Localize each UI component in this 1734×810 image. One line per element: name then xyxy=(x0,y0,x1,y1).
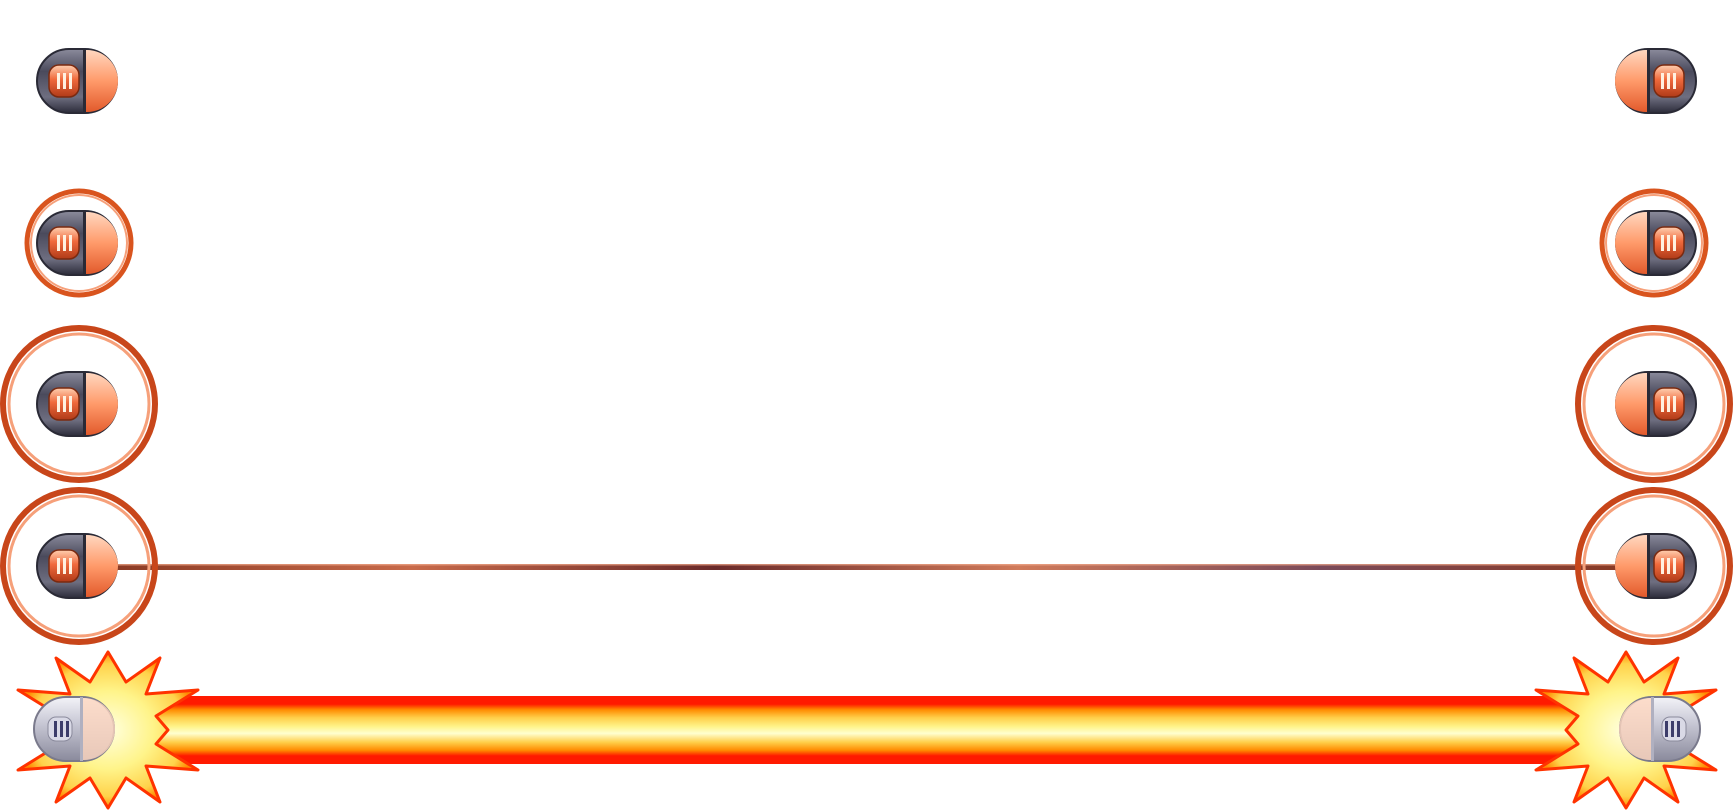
full-laser-beam xyxy=(150,696,1584,764)
emitter-right-charge-2 xyxy=(1575,325,1733,483)
frame-charge-2 xyxy=(0,325,1733,483)
charge-ring-right-3 xyxy=(1575,487,1733,645)
emitter-left-idle xyxy=(36,48,119,114)
emitter-right-fire xyxy=(1619,697,1700,761)
charge-ring-right-1 xyxy=(1599,188,1709,298)
emitter-right-charge-1 xyxy=(1599,188,1709,298)
emitter-right-idle xyxy=(1615,49,1696,113)
emitter-right-charge-3 xyxy=(1575,487,1733,645)
frame-fire xyxy=(16,650,1718,810)
frame-charge-3 xyxy=(0,487,1733,645)
emitter-left-charge-1 xyxy=(24,188,134,298)
frame-idle xyxy=(36,48,1696,114)
emitter-left-fire xyxy=(33,696,116,762)
emitter-left-charge-3 xyxy=(0,487,158,645)
charge-ring-left-3 xyxy=(0,487,158,645)
charge-ring-left-2 xyxy=(0,325,158,483)
frame-charge-1 xyxy=(24,188,1709,298)
emitter-left-charge-2 xyxy=(0,325,158,483)
charge-ring-left-1 xyxy=(24,188,134,298)
charge-ring-right-2 xyxy=(1575,325,1733,483)
thin-beam xyxy=(110,564,1624,570)
